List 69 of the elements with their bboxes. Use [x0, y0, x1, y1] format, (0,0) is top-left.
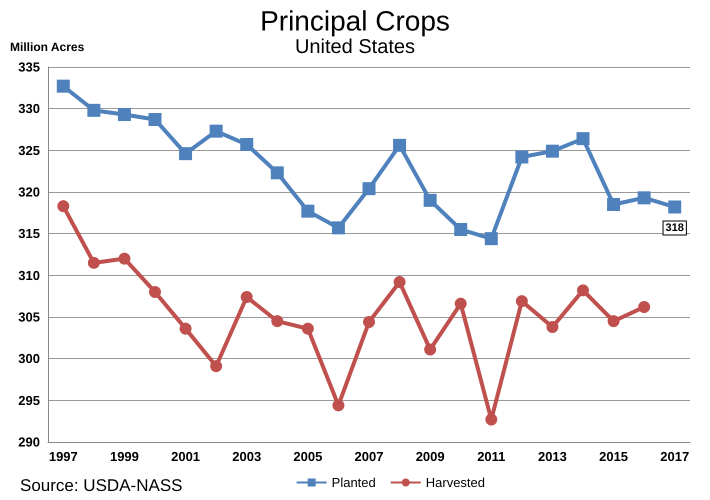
y-tick-label: 335 — [18, 60, 40, 74]
point — [515, 150, 528, 164]
point — [87, 104, 100, 117]
point — [240, 138, 254, 151]
x-tick-label: 2007 — [354, 449, 384, 464]
point — [576, 132, 590, 146]
x-tick-label: 2017 — [660, 449, 690, 464]
x-tick-label: 1997 — [48, 449, 78, 464]
point — [332, 399, 344, 412]
point — [638, 191, 651, 204]
point — [363, 316, 375, 328]
point — [332, 221, 345, 234]
point — [301, 204, 314, 218]
point — [484, 232, 498, 246]
y-axis-title: Million Acres — [10, 40, 85, 54]
y-tick-label: 330 — [18, 101, 40, 116]
point — [362, 182, 376, 196]
point — [210, 360, 222, 372]
source-note: Source: USDA-NASS — [20, 476, 182, 495]
x-tick-label: 1999 — [110, 449, 139, 464]
point — [88, 256, 100, 269]
point — [57, 200, 70, 212]
point — [240, 291, 253, 303]
y-tick-label: 315 — [18, 226, 40, 242]
x-tick-label: 2005 — [293, 449, 322, 464]
data-label: 318 — [666, 222, 684, 234]
point — [271, 315, 284, 328]
point — [118, 108, 131, 121]
point — [394, 276, 406, 288]
y-tick-label: 300 — [18, 351, 40, 366]
point — [546, 144, 559, 158]
point — [607, 198, 620, 211]
point — [577, 284, 589, 296]
x-tick-label: 2013 — [538, 449, 567, 464]
y-tick-label: 290 — [18, 434, 40, 450]
point — [424, 344, 436, 356]
point — [454, 223, 468, 236]
chart-title: Principal Crops — [260, 6, 450, 36]
y-tick-label: 325 — [18, 142, 40, 158]
x-tick-label: 2015 — [599, 449, 628, 464]
point — [148, 113, 162, 126]
point — [546, 321, 558, 333]
y-tick-label: 305 — [18, 310, 40, 324]
y-tick-label: 295 — [18, 392, 40, 408]
point — [180, 322, 192, 335]
point — [608, 315, 620, 328]
point — [149, 286, 161, 298]
point — [424, 194, 437, 207]
point — [454, 298, 467, 310]
legend-label: Planted — [332, 475, 376, 490]
point — [485, 414, 498, 426]
legend-label: Harvested — [426, 475, 485, 490]
point — [210, 124, 223, 138]
y-tick-label: 310 — [18, 268, 40, 283]
point — [393, 138, 406, 152]
point — [56, 80, 70, 93]
point — [118, 252, 130, 265]
x-tick-label: 2011 — [477, 449, 506, 464]
point — [668, 200, 682, 214]
chart-subtitle: United States — [294, 36, 416, 58]
point — [516, 295, 528, 308]
point — [270, 166, 284, 180]
x-tick-label: 2003 — [232, 449, 262, 464]
point — [302, 322, 314, 335]
point — [638, 301, 650, 313]
y-tick-label: 320 — [18, 184, 40, 200]
x-tick-label: 2001 — [171, 449, 200, 464]
point — [179, 147, 192, 160]
x-tick-label: 2009 — [416, 449, 445, 464]
